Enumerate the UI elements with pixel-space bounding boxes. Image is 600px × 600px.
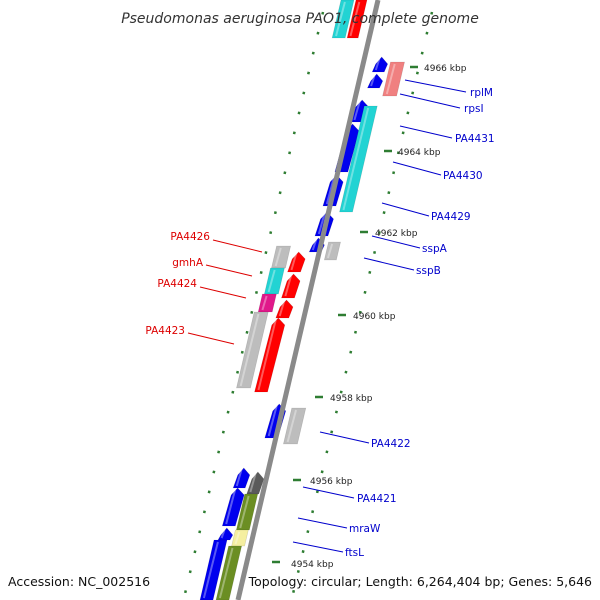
gene-block-highlight xyxy=(317,213,326,235)
gene-block[interactable] xyxy=(331,0,355,39)
genome-title: Pseudomonas aeruginosa PAO1, complete ge… xyxy=(121,11,479,27)
gene-block-highlight xyxy=(267,405,278,437)
gene-block[interactable] xyxy=(235,493,259,531)
gene-block-highlight xyxy=(353,101,361,121)
leader-line xyxy=(199,286,247,299)
leader-line xyxy=(371,235,421,249)
leader-line xyxy=(292,541,344,553)
gene-label-PA4431[interactable]: PA4431 xyxy=(455,133,495,145)
gene-block-highlight xyxy=(335,1,346,37)
scale-label: 4964 kbp xyxy=(398,148,441,158)
gene-block[interactable] xyxy=(287,251,306,273)
gene-block[interactable] xyxy=(236,311,269,389)
leader-line xyxy=(212,239,263,253)
accession-text: Accession: NC_002516 xyxy=(8,574,150,589)
gene-block-highlight xyxy=(249,473,257,493)
genome-summary-text: Topology: circular; Length: 6,264,404 bp… xyxy=(248,574,592,589)
gene-block-highlight xyxy=(234,531,241,545)
leader-line xyxy=(297,517,348,529)
gene-block[interactable] xyxy=(257,293,277,313)
gene-block[interactable] xyxy=(382,61,405,97)
gene-block[interactable] xyxy=(275,299,294,319)
gene-block[interactable] xyxy=(254,317,286,393)
gene-block-highlight xyxy=(202,541,219,599)
gene-block-highlight xyxy=(326,243,334,259)
left-leader-lines xyxy=(187,239,263,345)
scale-label: 4960 kbp xyxy=(353,312,396,322)
gene-block-highlight xyxy=(325,176,336,205)
gene-block-highlight xyxy=(290,253,298,271)
scale-label: 4966 kbp xyxy=(424,64,467,74)
leader-line xyxy=(187,332,235,345)
gene-block[interactable] xyxy=(271,245,291,269)
scale-label: 4962 kbp xyxy=(375,229,418,239)
gene-label-PA4423[interactable]: PA4423 xyxy=(145,325,185,337)
gene-label-PA4429[interactable]: PA4429 xyxy=(431,211,471,223)
leader-line xyxy=(205,264,253,277)
gene-block-highlight xyxy=(239,313,260,387)
gene-block[interactable] xyxy=(281,273,301,299)
gene-block[interactable] xyxy=(371,56,389,73)
gene-block[interactable] xyxy=(221,487,245,527)
right-leader-lines xyxy=(292,79,467,553)
gene-block-highlight xyxy=(239,495,250,529)
gene-block[interactable] xyxy=(346,0,368,39)
gene-label-mraW[interactable]: mraW xyxy=(349,523,381,535)
leader-line xyxy=(319,431,370,444)
leader-line xyxy=(399,125,453,139)
gene-label-sspB[interactable]: sspB xyxy=(416,265,441,277)
gene-block-highlight xyxy=(342,107,370,211)
gene-label-PA4430[interactable]: PA4430 xyxy=(443,170,483,182)
gene-label-PA4422[interactable]: PA4422 xyxy=(371,438,411,450)
gene-block-highlight xyxy=(220,529,226,539)
gene-block-highlight xyxy=(286,409,297,443)
gene-block[interactable] xyxy=(264,267,285,295)
gene-block-highlight xyxy=(274,247,282,267)
gene-label-sspA[interactable]: sspA xyxy=(422,243,448,255)
leader-line xyxy=(399,93,461,109)
gene-label-PA4426[interactable]: PA4426 xyxy=(170,231,210,243)
gene-block[interactable] xyxy=(215,545,242,600)
gene-block-highlight xyxy=(225,489,237,525)
gene-block-highlight xyxy=(278,301,285,317)
gene-block-highlight xyxy=(218,547,234,599)
genome-backbone xyxy=(235,0,381,600)
gene-block-highlight xyxy=(235,469,243,487)
gene-block-highlight xyxy=(374,58,381,71)
gene-block[interactable] xyxy=(339,105,378,213)
leader-line xyxy=(392,161,442,176)
gene-block[interactable] xyxy=(283,407,307,445)
gene-block[interactable] xyxy=(199,539,228,600)
gene-block[interactable] xyxy=(366,73,384,89)
scale-label: 4954 kbp xyxy=(291,560,334,570)
gene-block-highlight xyxy=(370,75,376,87)
scale-ticks xyxy=(272,65,418,564)
scale-label: 4956 kbp xyxy=(310,477,353,487)
leader-line xyxy=(404,79,467,93)
gene-label-PA4421[interactable]: PA4421 xyxy=(357,493,397,505)
gene-label-gmhA[interactable]: gmhA xyxy=(172,257,204,269)
gene-track xyxy=(199,0,405,600)
gene-label-rpsI[interactable]: rpsI xyxy=(464,103,484,115)
gene-block-highlight xyxy=(261,295,268,311)
gene-block[interactable] xyxy=(323,241,341,261)
gene-label-PA4424[interactable]: PA4424 xyxy=(157,278,197,290)
gene-block-highlight xyxy=(349,1,361,37)
leader-line xyxy=(302,486,355,499)
leader-line xyxy=(381,202,430,217)
gene-block[interactable] xyxy=(231,529,249,547)
gene-label-rplM[interactable]: rplM xyxy=(470,87,493,99)
gene-block[interactable] xyxy=(217,527,234,541)
gene-block-highlight xyxy=(257,319,277,391)
gene-block-highlight xyxy=(267,269,276,293)
gene-block-highlight xyxy=(284,275,292,297)
gene-block[interactable] xyxy=(232,467,251,489)
gene-block-highlight xyxy=(385,63,396,95)
leader-line xyxy=(363,257,415,271)
gene-block-highlight xyxy=(311,239,318,251)
scale-label: 4958 kbp xyxy=(330,394,373,404)
gene-label-ftsL[interactable]: ftsL xyxy=(345,547,364,559)
